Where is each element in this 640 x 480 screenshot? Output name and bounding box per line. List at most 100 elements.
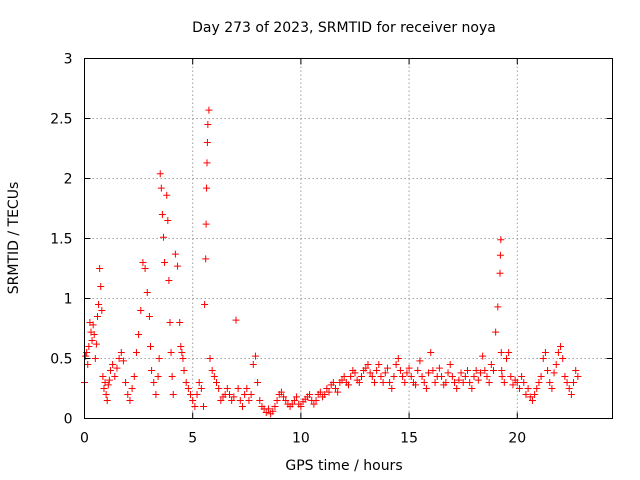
data-point [177, 343, 185, 350]
y-tick-label: 2.5 [50, 112, 72, 128]
data-point [165, 277, 173, 284]
data-point [329, 379, 337, 386]
y-tick-label: 1 [64, 292, 73, 308]
y-axis-label: SRMTID / TECUs [6, 182, 22, 295]
data-point [203, 159, 211, 167]
data-point [178, 349, 186, 356]
data-point [498, 367, 506, 374]
data-point [132, 349, 140, 356]
data-point [182, 379, 190, 386]
data-point [567, 391, 575, 398]
data-point [96, 265, 104, 272]
data-point [277, 388, 285, 396]
data-point [200, 403, 208, 410]
data-point [572, 367, 580, 374]
data-point [494, 303, 502, 311]
data-point [332, 385, 340, 392]
data-point [137, 307, 145, 314]
data-point [505, 349, 513, 356]
data-point [497, 236, 505, 244]
data-point [88, 337, 96, 344]
data-point [113, 364, 121, 372]
data-point [115, 355, 123, 362]
data-point [159, 233, 167, 241]
data-point [477, 369, 484, 377]
data-point [425, 369, 433, 377]
data-point [109, 361, 117, 368]
data-point [126, 397, 134, 404]
data-point [155, 355, 163, 362]
data-point [526, 393, 534, 401]
data-point [470, 373, 478, 380]
chart-title: Day 273 of 2023, SRMTID for receiver noy… [192, 20, 496, 36]
data-point [370, 379, 378, 386]
data-point [461, 373, 469, 380]
data-point [195, 379, 203, 386]
data-point [282, 397, 290, 404]
data-point [306, 391, 314, 398]
data-point [208, 367, 216, 374]
data-point [124, 391, 132, 398]
data-point [103, 397, 111, 404]
data-point [85, 343, 93, 350]
data-point [513, 379, 521, 386]
data-point [135, 331, 143, 338]
y-tick-label: 3 [64, 52, 73, 68]
data-point [412, 381, 420, 389]
data-point [399, 373, 407, 380]
data-point [531, 391, 539, 398]
data-point [203, 139, 211, 146]
data-point [362, 364, 370, 372]
y-tick-label: 1.5 [50, 232, 72, 248]
data-point [377, 373, 385, 380]
data-point [403, 369, 411, 377]
data-point [479, 352, 487, 360]
data-point [565, 385, 573, 392]
data-point [102, 391, 110, 398]
data-point [366, 369, 374, 377]
data-point [515, 385, 523, 392]
data-point [535, 379, 543, 386]
data-point [139, 259, 147, 266]
data-point [416, 357, 424, 365]
data-point [91, 355, 99, 362]
data-point [179, 355, 187, 362]
data-point [191, 403, 199, 410]
data-point [119, 357, 127, 365]
data-point [161, 259, 169, 266]
data-point [533, 385, 541, 392]
data-point [228, 397, 236, 404]
x-tick-label: 20 [508, 431, 526, 447]
data-point [95, 301, 103, 308]
data-point [455, 376, 463, 384]
data-point [557, 343, 565, 350]
data-point [130, 373, 138, 380]
data-point [574, 373, 582, 380]
data-point [554, 349, 562, 356]
data-point [496, 251, 504, 259]
data-point [180, 367, 188, 374]
data-point [202, 220, 210, 228]
data-point [522, 391, 530, 398]
data-point [338, 376, 346, 384]
data-point [256, 397, 264, 404]
data-point [184, 385, 192, 392]
data-point [537, 373, 545, 380]
data-point [234, 385, 242, 392]
data-point [507, 373, 515, 380]
data-point [148, 367, 156, 374]
data-point [340, 373, 348, 380]
data-point [290, 397, 298, 404]
data-point [163, 191, 171, 199]
data-point [128, 385, 136, 392]
data-point [247, 391, 255, 398]
data-point [310, 400, 318, 408]
data-point [345, 381, 352, 389]
data-point [225, 391, 233, 398]
data-point [105, 376, 113, 384]
data-point [520, 379, 528, 386]
data-point [431, 379, 439, 386]
data-point [321, 391, 329, 398]
data-point [176, 319, 184, 326]
data-point [203, 184, 211, 192]
